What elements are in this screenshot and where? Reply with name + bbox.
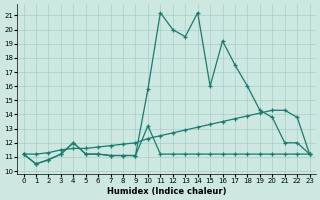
X-axis label: Humidex (Indice chaleur): Humidex (Indice chaleur)	[107, 187, 226, 196]
